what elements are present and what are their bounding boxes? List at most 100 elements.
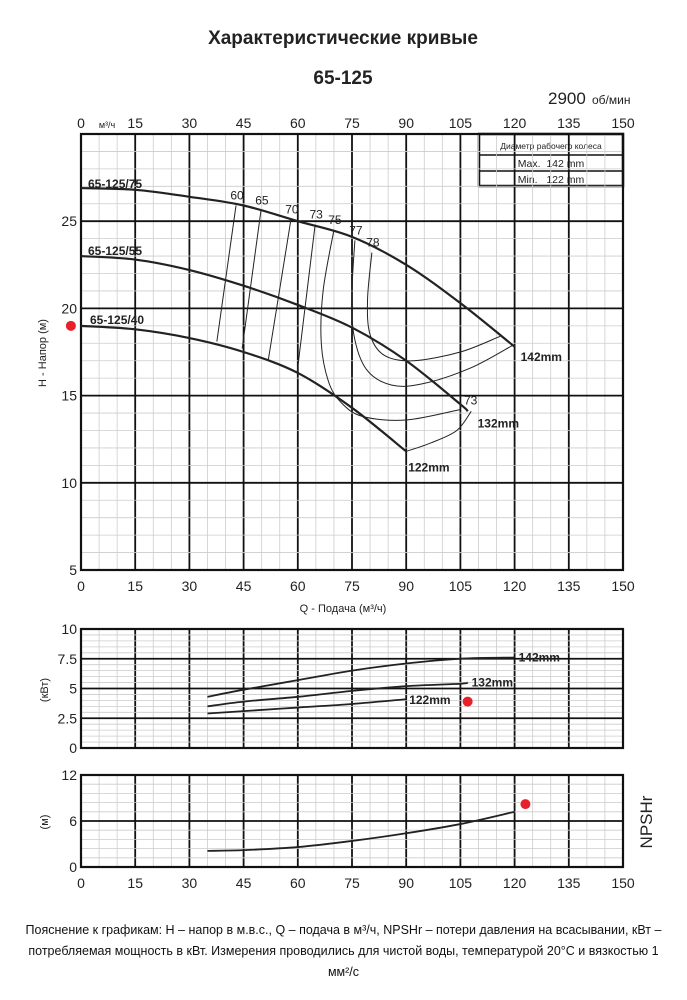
x-tick-label: 150 [611, 875, 635, 891]
plot-frame [79, 773, 625, 869]
top-x-tick-label: 60 [290, 115, 306, 131]
y-tick-label: 2.5 [58, 710, 78, 726]
y-tick-label: 10 [61, 621, 77, 637]
y-tick-label: 7.5 [58, 651, 78, 667]
top-x-tick-label: 0 [77, 115, 85, 131]
top-x-tick-label: 135 [557, 115, 581, 131]
y-axis-title: (м) [39, 815, 51, 830]
power-curve-122mm [207, 698, 407, 715]
x-tick-label: 0 [77, 875, 85, 891]
efficiency-label: 75 [328, 213, 342, 227]
x-tick-label: 120 [503, 875, 527, 891]
plot-frame [79, 132, 625, 572]
efficiency-curve-78 [366, 252, 501, 362]
x-tick-label: 105 [449, 875, 473, 891]
npshr-label: NPSHr [637, 795, 656, 848]
x-tick-label: 30 [182, 578, 198, 594]
y-tick-label: 0 [69, 740, 77, 756]
efficiency-curve-60 [216, 205, 237, 342]
footnote: Пояснение к графикам: H – напор в м.в.с.… [25, 923, 662, 979]
efficiency-label-right: 73 [464, 393, 478, 407]
head-curve-142mm [80, 186, 516, 348]
efficiency-curve-75 [320, 229, 461, 421]
x-tick-label: 90 [398, 578, 414, 594]
efficiency-label: 70 [285, 202, 299, 216]
top-x-unit: м³/ч [99, 120, 116, 130]
curve-end-label: 122mm [408, 460, 449, 474]
page-title: Характеристические кривые [208, 28, 478, 49]
top-x-tick-label: 90 [398, 115, 414, 131]
head-curve-132mm [80, 254, 469, 413]
y-tick-label: 0 [69, 859, 77, 875]
curve-end-label: 142mm [521, 350, 562, 364]
top-x-tick-label: 105 [449, 115, 473, 131]
power-curve-132mm [207, 681, 469, 708]
x-tick-label: 60 [290, 578, 306, 594]
speed-unit: об/мин [592, 93, 630, 107]
x-tick-label: 75 [344, 875, 360, 891]
y-axis-title: H - Напор (м) [37, 319, 49, 387]
efficiency-label: 73 [309, 208, 323, 222]
x-tick-label: 15 [127, 875, 143, 891]
npsh-curve [207, 810, 515, 852]
y-tick-label: 6 [69, 813, 77, 829]
y-tick-label: 5 [69, 562, 77, 578]
top-x-tick-label: 150 [611, 115, 635, 131]
y-tick-label: 12 [61, 767, 77, 783]
x-tick-label: 0 [77, 578, 85, 594]
operating-point-marker [520, 799, 531, 810]
x-tick-label: 30 [182, 875, 198, 891]
y-tick-label: 10 [61, 475, 77, 491]
x-axis-title: Q - Подача (м³/ч) [300, 603, 387, 615]
efficiency-label: 78 [366, 236, 380, 250]
end-connector-curve [406, 410, 472, 452]
x-tick-label: 45 [236, 578, 252, 594]
efficiency-label: 65 [255, 194, 269, 208]
y-tick-label: 20 [61, 300, 77, 316]
efficiency-label: 77 [349, 223, 363, 237]
efficiency-label: 60 [230, 189, 244, 203]
operating-point-marker [65, 320, 76, 331]
plot-frame [79, 627, 625, 750]
x-tick-label: 60 [290, 875, 306, 891]
power-chart: 0 2.5 5 7.5 10 (кВт) 142mm 132mm 122mm [39, 621, 625, 756]
curve-end-label: 122mm [409, 693, 450, 707]
head-chart: 5 10 15 20 25 0 15 30 45 60 75 90 105 120 135 150 0 15 30 4… [37, 115, 635, 615]
curve-end-label: 132mm [472, 676, 513, 690]
head-curve-122mm [80, 324, 407, 453]
top-x-tick-label: 45 [236, 115, 252, 131]
x-tick-label: 135 [557, 875, 581, 891]
speed-value: 2900 [548, 89, 586, 108]
top-x-tick-label: 75 [344, 115, 360, 131]
x-tick-label: 135 [557, 578, 581, 594]
power-curve-142mm [207, 656, 515, 698]
y-tick-label: 15 [61, 388, 77, 404]
curve-name-label: 65-125/40 [90, 313, 144, 327]
x-tick-label: 150 [611, 578, 635, 594]
x-tick-label: 90 [398, 875, 414, 891]
x-tick-label: 45 [236, 875, 252, 891]
legend-header: Диаметр рабочего колеса [500, 141, 602, 151]
x-tick-label: 15 [127, 578, 143, 594]
y-tick-label: 5 [69, 681, 77, 697]
efficiency-curve-70 [267, 219, 292, 361]
y-axis-title: (кВт) [39, 678, 51, 702]
model-title: 65-125 [313, 68, 373, 89]
x-tick-label: 105 [449, 578, 473, 594]
x-tick-label: 120 [503, 578, 527, 594]
curve-end-label: 132mm [478, 416, 519, 430]
curve-name-label: 65-125/75 [88, 177, 142, 191]
efficiency-curve-65 [241, 210, 262, 349]
curve-name-label: 65-125/55 [88, 244, 142, 258]
efficiency-curve-73 [296, 224, 316, 373]
efficiency-curve-77 [351, 240, 514, 387]
x-tick-label: 75 [344, 578, 360, 594]
y-tick-label: 25 [61, 213, 77, 229]
top-x-tick-label: 30 [182, 115, 198, 131]
curve-end-label: 142mm [519, 651, 560, 665]
top-x-tick-label: 120 [503, 115, 527, 131]
operating-point-marker [462, 696, 473, 707]
